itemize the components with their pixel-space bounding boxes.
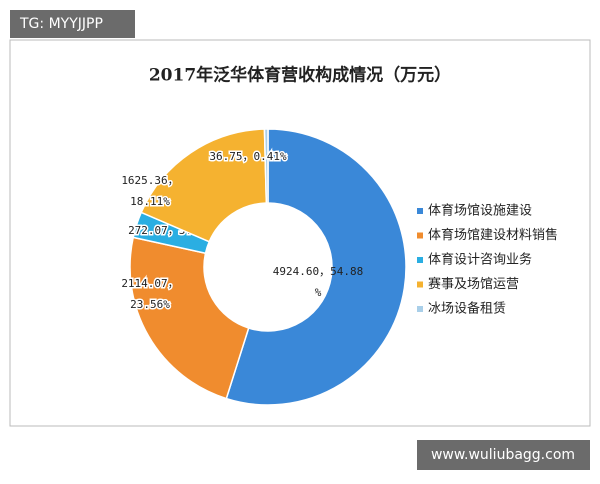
data-label: 36.75，0.41%: [209, 150, 287, 163]
legend-swatch: [417, 281, 423, 288]
legend-label: 赛事及场馆运营: [428, 276, 519, 292]
data-label: 4924.60，54.88: [273, 265, 363, 278]
data-label: 18.11%: [130, 195, 170, 208]
chart-title: 2017年泛华体育营收构成情况（万元）: [149, 65, 451, 86]
legend-swatch: [417, 257, 423, 263]
legend-label: 体育场馆建设材料销售: [428, 227, 558, 243]
donut-segment: [225, 128, 407, 406]
donut-segment: [263, 128, 269, 204]
data-label: %: [315, 286, 322, 299]
donut-segment: [140, 128, 268, 243]
legend-label: 体育设计咨询业务: [428, 252, 532, 268]
footer-box: [417, 440, 590, 470]
tag-box: [10, 10, 135, 38]
legend-label: 冰场设备租赁: [428, 301, 506, 317]
data-label: 23.56%: [130, 298, 170, 311]
data-label: 1625.36，: [121, 174, 178, 187]
donut-segment: [129, 236, 250, 400]
footer: www.wuliubagg.com: [431, 447, 575, 463]
legend-swatch: [417, 208, 423, 214]
data-label: 2114.07，: [121, 277, 178, 290]
legend-swatch: [417, 232, 423, 239]
legend-label: 体育场馆设施建设: [428, 203, 532, 219]
legend-swatch: [417, 306, 423, 312]
tag: TG: MYYJJPP: [19, 16, 103, 32]
